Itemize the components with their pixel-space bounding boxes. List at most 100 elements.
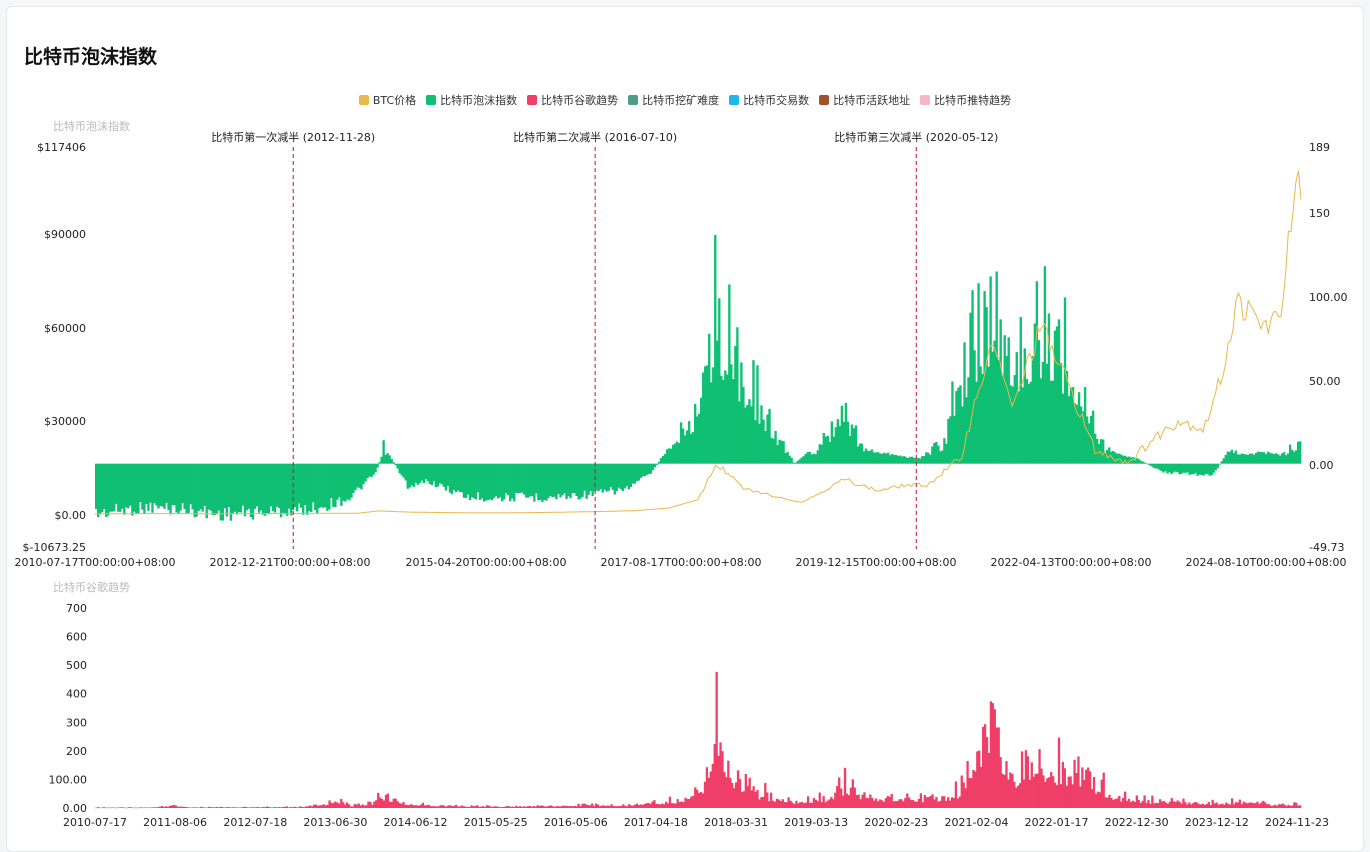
bubble-index-bar [239, 463, 243, 513]
google-trend-bar [744, 773, 747, 808]
google-trend-bar [122, 807, 125, 808]
bubble-index-bar [790, 457, 793, 464]
legend-item[interactable]: 比特币推特趋势 [920, 92, 1011, 108]
google-trend-bar [178, 806, 181, 808]
bubble-index-bar [695, 416, 699, 464]
google-trend-bar [1151, 795, 1154, 808]
google-trend-bar [1236, 802, 1240, 808]
legend-item[interactable]: 比特币谷歌趋势 [527, 92, 618, 108]
bubble-index-bar [117, 463, 120, 512]
google-trend-bar [1265, 804, 1269, 808]
google-trend-bar [1125, 800, 1129, 808]
bubble-index-bar [641, 463, 645, 477]
google-trend-bar [526, 806, 530, 808]
bubble-index-bar [878, 453, 882, 464]
google-trend-bar [960, 775, 963, 808]
bubble-index-bar [322, 463, 325, 508]
x-tick-label: 2022-04-13T00:00:00+08:00 [991, 556, 1152, 569]
bubble-index-bar [569, 463, 572, 499]
bubble-index-bar [1003, 335, 1006, 464]
bubble-index-bar [591, 463, 594, 496]
bubble-index-bar [917, 458, 920, 464]
legend-item[interactable]: 比特币挖矿难度 [628, 92, 719, 108]
google-trend-bar [343, 804, 347, 808]
legend-item[interactable]: BTC价格 [358, 92, 417, 108]
bubble-index-bar [444, 463, 448, 491]
google-trend-bar [769, 792, 773, 808]
bubble-index-bar [304, 463, 307, 506]
google-trend-bar [1279, 804, 1282, 808]
google-trend-bar [359, 805, 362, 808]
bubble-index-bar [563, 463, 566, 494]
legend-item[interactable]: 比特币活跃地址 [819, 92, 910, 108]
google-trend-bar [822, 796, 825, 808]
bubble-index-bar [752, 360, 755, 464]
google-trend-bar [853, 787, 856, 808]
google-trend-bar [1174, 802, 1177, 808]
bubble-index-bar [386, 453, 389, 464]
google-trend-bar [1065, 785, 1068, 808]
bubble-index-bar [350, 463, 353, 498]
bubble-index-bar [1298, 441, 1302, 464]
google-trend-bar [1046, 778, 1049, 808]
bubble-index-bar [404, 463, 407, 481]
bubble-index-bar [1104, 452, 1107, 464]
legend-item[interactable]: 比特币交易数 [729, 92, 809, 108]
bubble-index-bar [328, 463, 331, 510]
google-trend-bar [594, 803, 598, 808]
bubble-index-bar [667, 448, 671, 464]
y-tick-label: 100.00 [49, 773, 88, 786]
bubble-index-bar [708, 333, 711, 464]
google-trend-bar [421, 802, 425, 808]
google-trend-bar [345, 802, 349, 808]
x-tick-label: 2019-03-13 [784, 816, 848, 829]
bubble-index-bar [784, 453, 787, 464]
google-trend-bar [258, 807, 261, 808]
bubble-index-bar [923, 456, 926, 464]
bubble-index-bar [513, 463, 516, 502]
x-tick-label: 2024-11-23 [1265, 816, 1329, 829]
bubble-index-bar [1166, 463, 1169, 474]
bubble-index-bar [677, 442, 681, 464]
google-trend-bar [725, 777, 728, 808]
bubble-index-bar [1278, 455, 1282, 464]
bubble-index-bar [448, 463, 452, 493]
google-trend-bar [540, 805, 543, 808]
google-trend-bar [643, 803, 646, 808]
bubble-index-bar [296, 463, 299, 512]
bubble-index-bar [1005, 355, 1008, 464]
google-trend-bar [561, 805, 565, 808]
legend-item[interactable]: 比特币泡沫指数 [426, 92, 517, 108]
bubble-index-bar [1188, 463, 1191, 475]
bubble-index-bar [814, 454, 817, 464]
google-trend-bar [1123, 791, 1127, 808]
bubble-index-bar [734, 345, 737, 464]
google-trend-bar [921, 802, 924, 808]
bubble-index-bar [635, 463, 639, 482]
google-trend-bar [834, 792, 837, 808]
bubble-index-bar [1061, 393, 1065, 464]
google-trend-bar [717, 755, 720, 808]
google-trend-bar [847, 795, 851, 808]
google-trend-bar [168, 805, 172, 808]
bubble-index-bar [581, 463, 584, 497]
google-trend-bar [738, 778, 742, 808]
google-trend-bar [513, 806, 516, 808]
legend-label: BTC价格 [372, 94, 417, 107]
bubble-index-bar [241, 463, 245, 506]
google-trend-bar [734, 782, 738, 808]
x-tick-label: 2018-03-31 [704, 816, 768, 829]
bubble-index-bar [1288, 444, 1292, 464]
bubble-index-bar [261, 463, 265, 515]
bubble-index-bar [115, 463, 118, 504]
google-trend-bar [626, 806, 629, 808]
bubble-index-bar [702, 372, 705, 464]
bubble-index-bar [812, 453, 815, 464]
bubble-index-bar [109, 463, 112, 512]
google-trend-bar [272, 807, 275, 808]
google-trend-bar [1036, 773, 1039, 808]
bubble-index-bar [380, 456, 383, 464]
google-trend-bar [1081, 767, 1084, 808]
bubble-index-bar [645, 463, 649, 475]
